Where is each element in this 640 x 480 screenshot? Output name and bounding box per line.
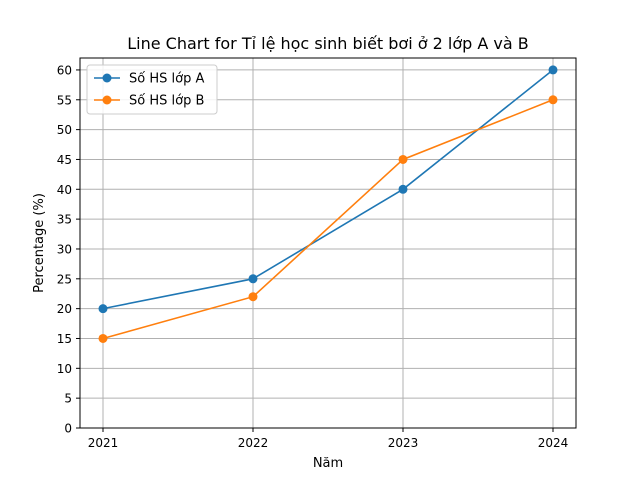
x-tick-label: 2021 <box>88 436 119 450</box>
legend-label: Số HS lớp A <box>129 72 204 87</box>
x-axis-label: Năm <box>313 456 343 471</box>
y-tick-label: 30 <box>57 242 72 256</box>
x-tick-label: 2024 <box>538 436 569 450</box>
y-axis-label: Percentage (%) <box>32 193 47 293</box>
series-line-b <box>102 99 554 340</box>
y-tick-label: 60 <box>57 63 72 77</box>
y-tick-label: 50 <box>57 123 72 137</box>
y-tick-label: 0 <box>64 422 72 436</box>
axis-ticks: 2021 2022 2023 2024 0 5 10 15 20 25 30 35 40 45 50 55 60 <box>57 63 569 450</box>
data-point <box>548 95 558 105</box>
data-point <box>98 304 108 314</box>
plot-frame <box>79 57 577 429</box>
y-tick-label: 25 <box>57 272 72 286</box>
legend-marker <box>102 73 112 83</box>
data-point <box>548 65 558 75</box>
data-point <box>248 274 258 284</box>
y-tick-label: 40 <box>57 183 72 197</box>
x-tick-label: 2022 <box>238 436 269 450</box>
y-tick-label: 20 <box>57 302 72 316</box>
data-point <box>398 154 408 164</box>
y-tick-label: 10 <box>57 362 72 376</box>
y-tick-label: 5 <box>64 392 72 406</box>
data-point <box>398 184 408 194</box>
chart-title: Line Chart for Tỉ lệ học sinh biết bơi ở… <box>127 34 528 53</box>
y-tick-label: 45 <box>57 153 72 167</box>
y-tick-label: 15 <box>57 332 72 346</box>
y-tick-label: 55 <box>57 93 72 107</box>
legend-marker <box>102 95 112 105</box>
legend: Số HS lớp A Số HS lớp B <box>86 64 218 115</box>
data-point <box>248 292 258 302</box>
series-layer <box>98 65 558 343</box>
plot-area <box>80 58 576 428</box>
x-tick-label: 2023 <box>388 436 419 450</box>
y-tick-label: 35 <box>57 213 72 227</box>
legend-label: Số HS lớp B <box>129 94 204 109</box>
data-point <box>98 333 108 343</box>
